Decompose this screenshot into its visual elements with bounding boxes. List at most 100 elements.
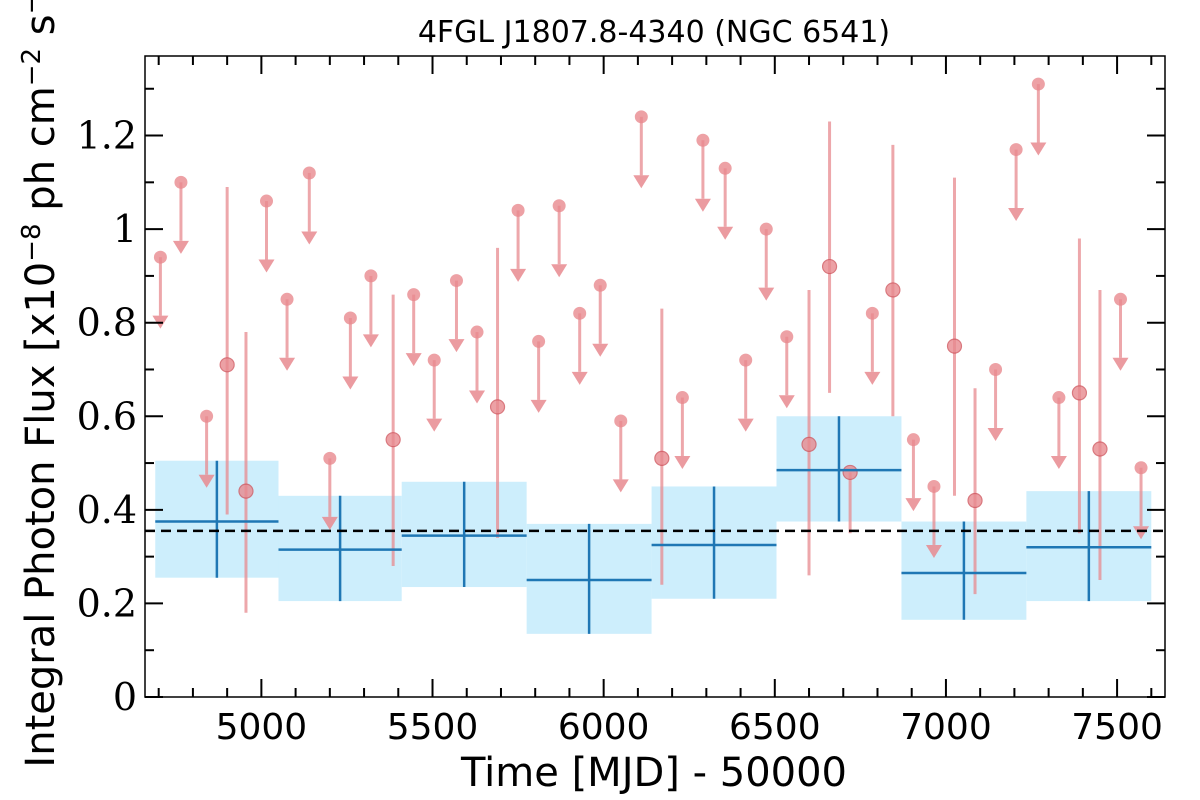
upper-limit-31 bbox=[1030, 77, 1047, 156]
upper-limit-3 bbox=[258, 194, 275, 273]
upper-limit-marker-20 bbox=[675, 391, 689, 405]
upper-limit-marker-13 bbox=[511, 203, 525, 217]
upper-limit-1 bbox=[172, 175, 189, 254]
upper-limit-4 bbox=[279, 292, 296, 371]
upper-limit-23 bbox=[737, 353, 754, 432]
upper-limit-arrow-21 bbox=[694, 198, 711, 212]
coarse-bin-7 bbox=[1026, 491, 1152, 602]
detection-point-12 bbox=[1092, 289, 1108, 581]
detection-point-3 bbox=[489, 247, 506, 538]
upper-limit-arrow-27 bbox=[905, 498, 922, 512]
upper-limit-arrow-33 bbox=[1112, 357, 1129, 371]
detection-marker-7 bbox=[842, 464, 858, 481]
upper-limit-arrow-17 bbox=[592, 343, 609, 357]
upper-limit-17 bbox=[592, 278, 609, 357]
chart-title: 4FGL J1807.8-4340 (NGC 6541) bbox=[418, 15, 890, 50]
upper-limit-marker-12 bbox=[470, 325, 484, 339]
upper-limit-20 bbox=[674, 391, 691, 470]
upper-limit-arrow-15 bbox=[551, 264, 568, 278]
detection-marker-9 bbox=[946, 338, 963, 354]
upper-limit-arrow-5 bbox=[301, 231, 318, 245]
upper-limit-marker-15 bbox=[552, 199, 566, 213]
upper-limit-marker-10 bbox=[427, 353, 441, 367]
detection-marker-10 bbox=[967, 492, 983, 509]
detection-point-1 bbox=[238, 332, 254, 613]
detection-point-2 bbox=[385, 294, 401, 566]
detection-marker-4 bbox=[654, 450, 670, 466]
upper-limit-marker-16 bbox=[573, 306, 587, 320]
upper-limit-marker-22 bbox=[718, 161, 732, 175]
y-axis-label-exponent: −1 bbox=[17, 0, 47, 14]
upper-limit-arrow-12 bbox=[469, 390, 486, 404]
upper-limit-26 bbox=[864, 306, 881, 385]
upper-limit-arrow-13 bbox=[510, 268, 527, 282]
upper-limit-13 bbox=[510, 203, 527, 282]
upper-limit-marker-2 bbox=[200, 409, 214, 423]
plot-area bbox=[145, 77, 1165, 634]
upper-limit-34 bbox=[1133, 461, 1150, 540]
upper-limit-0 bbox=[152, 250, 169, 329]
x-tick-label-4: 7000 bbox=[900, 707, 992, 748]
upper-limit-18 bbox=[612, 414, 629, 493]
upper-limit-29 bbox=[987, 362, 1004, 441]
y-tick-label-3: 0.6 bbox=[77, 394, 137, 438]
upper-limit-arrow-3 bbox=[258, 259, 275, 273]
detection-marker-3 bbox=[489, 399, 506, 415]
coarse-bin-4 bbox=[651, 486, 777, 599]
upper-limit-arrow-10 bbox=[426, 418, 443, 432]
upper-limit-7 bbox=[342, 311, 359, 390]
y-tick-label-1: 0.2 bbox=[77, 581, 137, 625]
detection-point-6 bbox=[821, 121, 838, 393]
upper-limit-arrow-28 bbox=[925, 544, 942, 558]
upper-limit-6 bbox=[321, 451, 338, 530]
upper-limit-arrow-22 bbox=[717, 226, 734, 240]
upper-limit-14 bbox=[530, 334, 547, 413]
upper-limit-marker-1 bbox=[174, 175, 188, 189]
upper-limit-arrow-9 bbox=[405, 353, 422, 367]
upper-limit-marker-18 bbox=[614, 414, 628, 428]
upper-limit-arrow-8 bbox=[362, 334, 379, 348]
upper-limit-5 bbox=[301, 166, 318, 245]
y-axis-label-part: s bbox=[18, 14, 64, 48]
upper-limit-27 bbox=[905, 433, 922, 512]
upper-limit-24 bbox=[758, 222, 775, 301]
upper-limit-10 bbox=[426, 353, 443, 432]
coarse-bin-6 bbox=[901, 521, 1027, 620]
upper-limit-arrow-31 bbox=[1030, 142, 1047, 156]
y-axis-label-exponent: −2 bbox=[17, 48, 47, 86]
detection-marker-6 bbox=[821, 258, 838, 275]
upper-limit-marker-8 bbox=[364, 269, 378, 283]
upper-limit-9 bbox=[405, 288, 422, 367]
x-tick-label-1: 5500 bbox=[387, 707, 479, 748]
upper-limit-arrow-19 bbox=[633, 175, 650, 189]
y-tick-label-5: 1 bbox=[113, 207, 137, 251]
upper-limit-marker-29 bbox=[989, 362, 1003, 376]
upper-limit-marker-28 bbox=[927, 479, 941, 493]
upper-limit-2 bbox=[198, 409, 215, 488]
upper-limit-marker-27 bbox=[906, 433, 920, 447]
upper-limit-marker-7 bbox=[343, 311, 357, 325]
upper-limit-arrow-11 bbox=[448, 339, 465, 353]
axes: 5000 5500 6000 6500 7000 7500 0 0.2 0.4 0.6 0.8 1 1.… bbox=[77, 55, 1166, 748]
detection-point-10 bbox=[967, 388, 983, 595]
detection-marker-5 bbox=[801, 436, 817, 452]
upper-limit-marker-24 bbox=[759, 222, 773, 236]
upper-limit-marker-4 bbox=[280, 292, 294, 306]
upper-limit-arrow-24 bbox=[758, 287, 775, 301]
x-tick-label-3: 6500 bbox=[729, 707, 821, 748]
upper-limit-marker-25 bbox=[780, 330, 794, 344]
upper-limit-arrow-18 bbox=[612, 479, 629, 493]
upper-limit-marker-3 bbox=[260, 194, 274, 208]
y-tick-label-2: 0.4 bbox=[77, 488, 137, 532]
upper-limit-marker-23 bbox=[739, 353, 753, 367]
upper-limit-arrow-4 bbox=[279, 357, 296, 371]
y-axis-label-exponent: −8 bbox=[17, 223, 47, 261]
upper-limit-marker-17 bbox=[593, 278, 607, 292]
upper-limit-arrow-26 bbox=[864, 371, 881, 385]
upper-limit-marker-30 bbox=[1009, 143, 1023, 157]
upper-limit-marker-31 bbox=[1031, 77, 1045, 91]
x-tick-label-0: 5000 bbox=[216, 707, 308, 748]
upper-limit-arrow-30 bbox=[1008, 208, 1025, 222]
upper-limit-marker-0 bbox=[153, 250, 167, 264]
